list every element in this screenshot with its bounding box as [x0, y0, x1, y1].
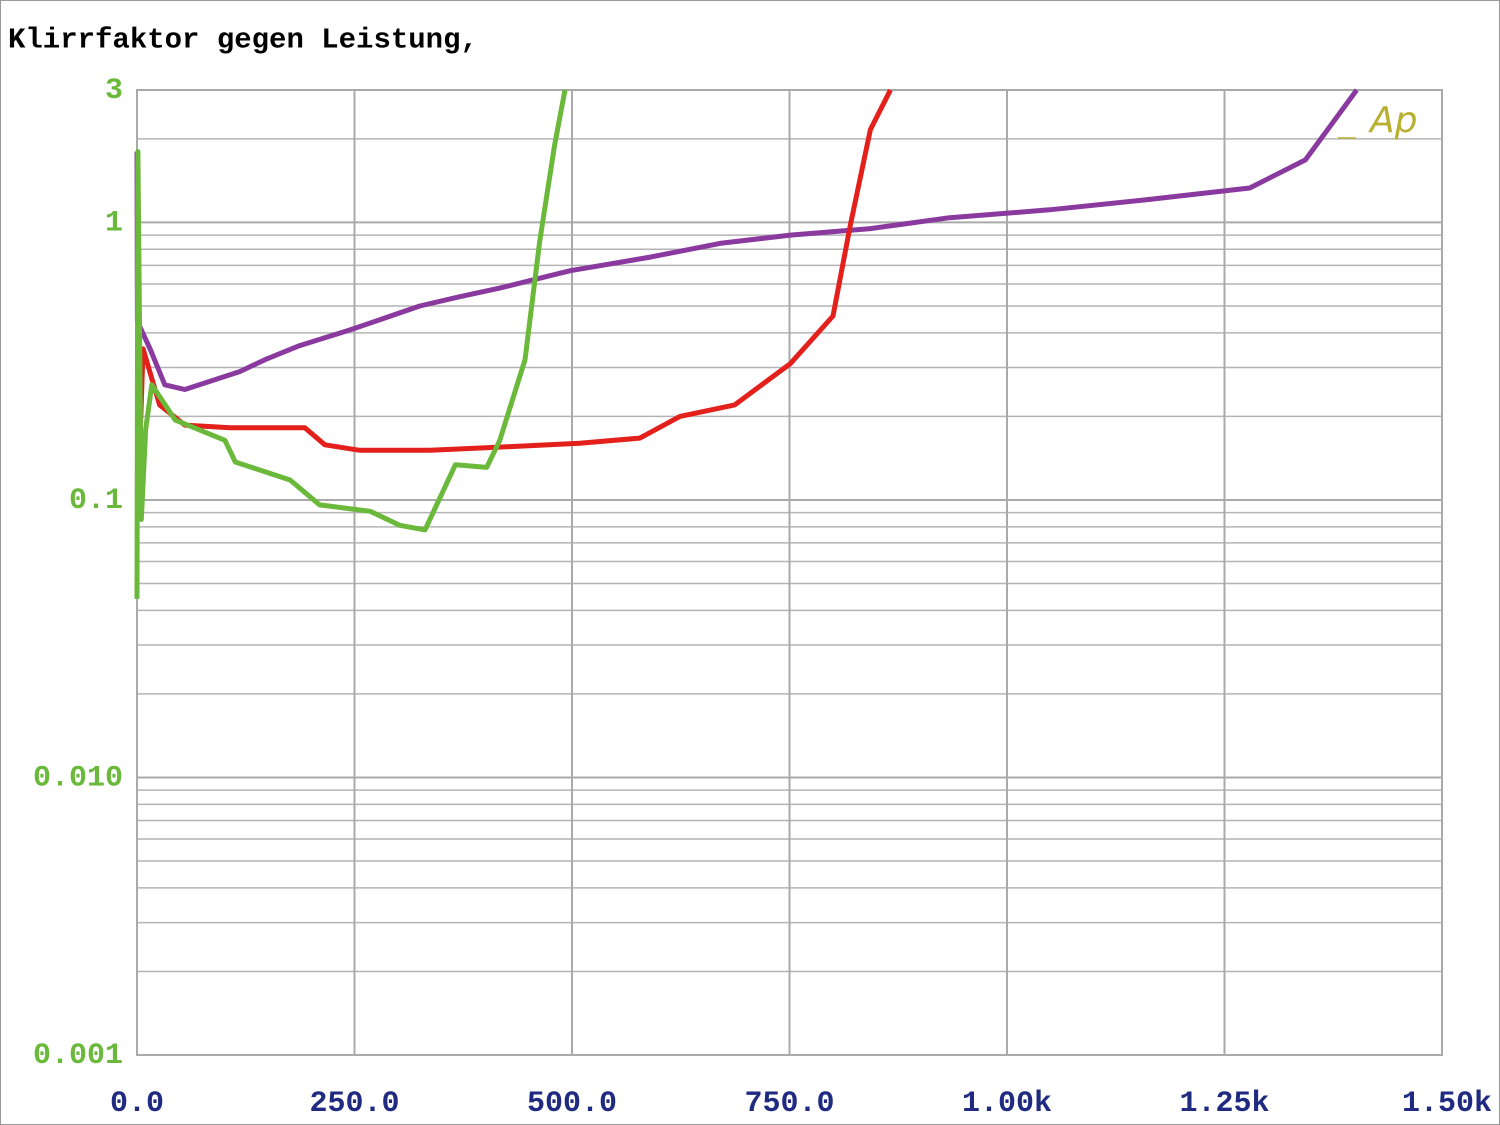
y-tick-label: 1	[105, 206, 123, 240]
x-tick-label: 250.0	[309, 1087, 399, 1121]
y-tick-label: 0.001	[33, 1039, 123, 1073]
y-tick-label: 0.1	[69, 484, 123, 518]
annotation: Ap	[1368, 100, 1417, 141]
grid: 3 1 0.1 0.010 0.001 0.0 250.0 500.0 750.0 1.00k 1.…	[33, 74, 1492, 1121]
x-tick-label: 1.00k	[962, 1087, 1052, 1121]
plot	[134, 88, 1359, 599]
series-line	[134, 88, 1359, 392]
y-tick-label: 0.010	[33, 761, 123, 795]
x-tick-label: 750.0	[744, 1087, 834, 1121]
x-tick-label: 0.0	[110, 1087, 164, 1121]
x-tick-label: 1.50k	[1402, 1087, 1492, 1121]
y-tick-label: 3	[105, 74, 123, 108]
x-tick-label: 1.25k	[1179, 1087, 1269, 1121]
series-line	[134, 89, 568, 599]
x-tick-label: 500.0	[527, 1087, 617, 1121]
chart-title: Klirrfaktor gegen Leistung,	[8, 24, 478, 57]
